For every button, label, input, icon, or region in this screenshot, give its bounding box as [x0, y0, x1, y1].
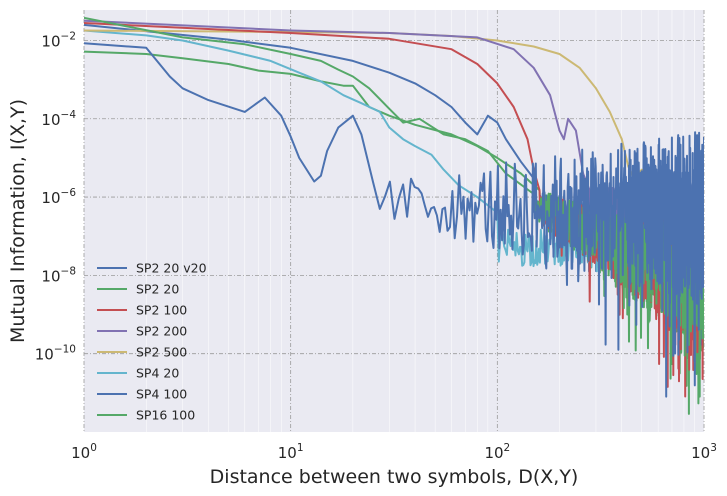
- legend-label: SP2 20: [136, 282, 179, 297]
- y-tick-label: 10−6: [41, 187, 76, 207]
- y-axis-title: Mutual Information, I(X,Y): [7, 99, 29, 343]
- y-tick-label: 10−4: [41, 109, 76, 129]
- y-tick-label: 10−10: [35, 344, 76, 364]
- x-axis-ticks: 100 101 102 103: [71, 442, 717, 462]
- x-tick-label: 103: [691, 442, 717, 462]
- series-layer: [84, 16, 704, 415]
- legend-label: SP2 20 v20: [136, 261, 207, 276]
- legend-label: SP2 500: [136, 345, 187, 360]
- series-line: [84, 42, 704, 398]
- x-axis-title: Distance between two symbols, D(X,Y): [210, 466, 579, 488]
- legend-label: SP2 100: [136, 303, 187, 318]
- legend-label: SP16 100: [136, 408, 195, 423]
- legend-label: SP2 200: [136, 324, 187, 339]
- legend-label: SP4 20: [136, 366, 179, 381]
- x-tick-label: 100: [71, 442, 97, 462]
- x-tick-label: 102: [484, 442, 510, 462]
- legend-label: SP4 100: [136, 387, 187, 402]
- y-axis-ticks: 10−10 10−8 10−6 10−4 10−2: [35, 30, 77, 363]
- y-tick-label: 10−2: [41, 30, 76, 50]
- x-tick-label: 101: [278, 442, 304, 462]
- legend: SP2 20 v20 SP2 20 SP2 100 SP2 200 SP2 500 SP4…: [97, 261, 207, 423]
- y-tick-label: 10−8: [41, 265, 76, 285]
